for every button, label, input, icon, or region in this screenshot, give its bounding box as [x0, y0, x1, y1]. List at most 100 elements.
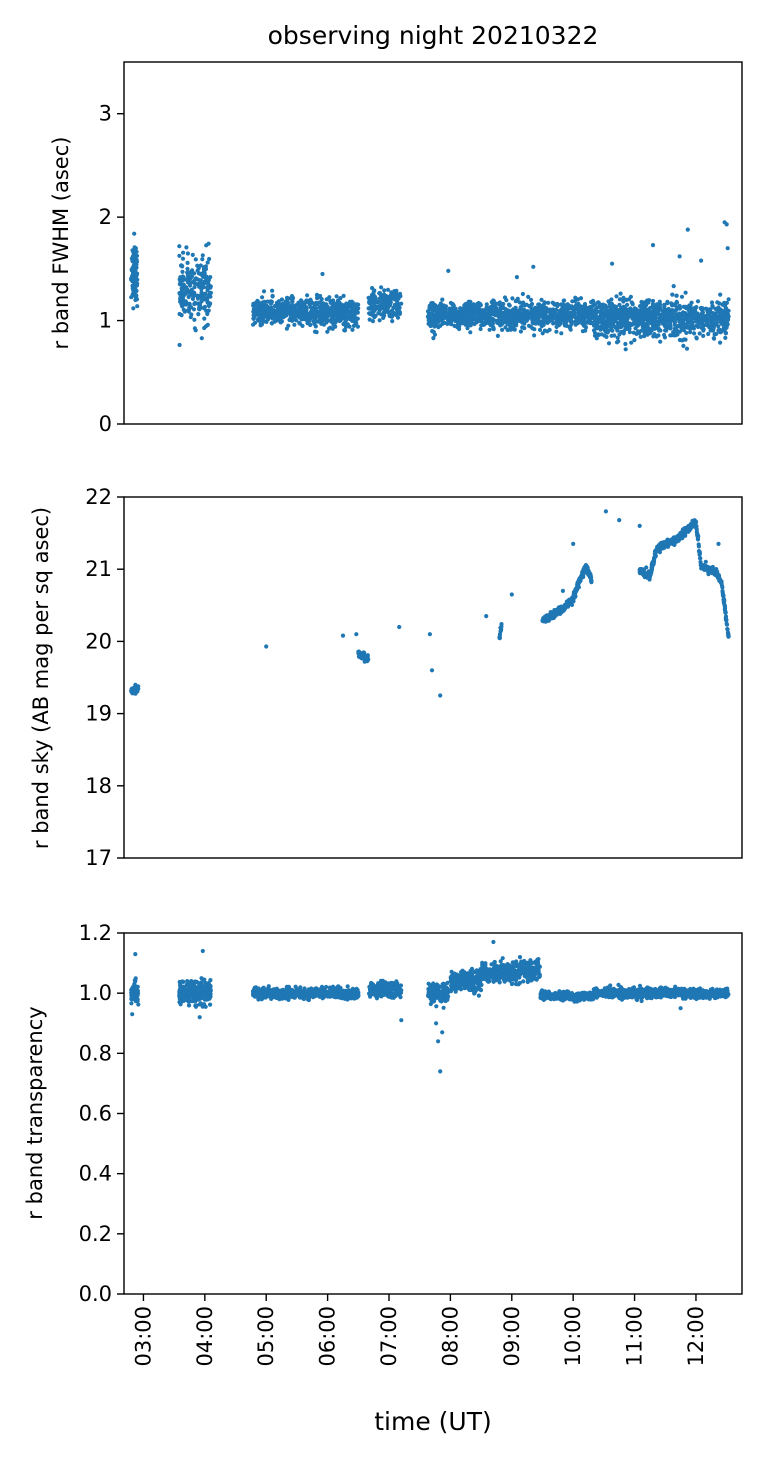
outlier-point — [531, 264, 536, 269]
data-point — [569, 602, 575, 608]
data-point — [134, 259, 140, 264]
data-point — [266, 984, 271, 989]
data-point — [466, 323, 471, 328]
data-point — [259, 322, 264, 327]
data-point — [640, 311, 645, 316]
data-point — [308, 310, 313, 315]
data-point — [270, 992, 275, 997]
data-point — [200, 253, 205, 258]
data-point — [328, 300, 333, 305]
data-point — [187, 289, 193, 294]
data-point — [265, 299, 270, 304]
data-point — [569, 321, 574, 326]
data-point — [330, 311, 335, 316]
data-point — [202, 279, 207, 284]
data-point — [625, 320, 630, 325]
data-point — [284, 986, 289, 991]
data-point — [341, 322, 346, 327]
data-point — [369, 296, 375, 301]
data-point — [508, 323, 513, 328]
data-point — [484, 305, 489, 310]
outlier-point — [509, 592, 514, 597]
data-point — [480, 313, 485, 318]
data-point — [510, 296, 515, 301]
data-point — [473, 308, 478, 313]
data-point — [442, 307, 447, 312]
data-point — [185, 287, 190, 292]
data-point — [612, 333, 617, 338]
data-point — [609, 326, 614, 331]
data-point — [619, 324, 625, 329]
data-point — [699, 564, 705, 569]
data-point — [134, 985, 140, 990]
data-point — [180, 256, 186, 261]
data-point — [623, 341, 628, 347]
data-point — [297, 320, 302, 325]
data-point — [321, 311, 326, 316]
data-point — [329, 993, 335, 998]
data-point — [193, 328, 198, 333]
data-point — [437, 316, 442, 322]
data-point — [580, 329, 586, 334]
data-point — [623, 327, 628, 332]
data-point — [695, 533, 700, 538]
data-point — [529, 301, 535, 307]
data-point — [495, 333, 500, 338]
data-point — [181, 991, 186, 996]
data-point — [679, 319, 684, 324]
data-point — [680, 530, 685, 536]
data-point — [135, 990, 140, 995]
data-point — [382, 288, 387, 293]
data-point — [388, 300, 393, 306]
data-point — [573, 586, 579, 592]
data-point — [657, 328, 662, 333]
data-point — [669, 301, 674, 306]
data-point — [662, 540, 668, 545]
data-point — [346, 314, 351, 319]
data-point — [178, 986, 183, 991]
data-point — [488, 323, 493, 328]
data-point — [554, 324, 559, 329]
data-point — [607, 304, 612, 309]
data-point — [185, 251, 190, 256]
data-point — [576, 311, 581, 316]
data-point — [563, 303, 568, 308]
data-point — [328, 325, 333, 330]
data-point — [270, 288, 275, 293]
data-point — [518, 329, 524, 334]
data-point — [569, 316, 574, 321]
data-point — [270, 308, 275, 313]
data-point — [618, 291, 623, 296]
y-tick-label: 0 — [99, 412, 112, 436]
data-point — [609, 318, 615, 323]
data-point — [291, 308, 296, 313]
data-point — [604, 323, 610, 328]
data-point — [535, 314, 540, 319]
data-point — [682, 337, 687, 342]
data-point — [689, 300, 694, 305]
data-point — [573, 298, 578, 304]
data-point — [197, 307, 202, 312]
data-point — [205, 260, 210, 265]
data-point — [498, 310, 504, 315]
data-point — [563, 323, 568, 328]
data-point — [185, 979, 190, 984]
data-point — [185, 280, 191, 285]
data-point — [289, 303, 294, 308]
data-point — [632, 317, 638, 322]
data-point — [690, 308, 695, 313]
data-point — [275, 995, 281, 1000]
data-point — [477, 303, 482, 308]
data-point — [451, 309, 456, 314]
data-point — [724, 622, 730, 627]
data-point — [130, 248, 135, 253]
data-point — [371, 309, 376, 315]
data-point — [642, 334, 647, 339]
data-point — [389, 308, 395, 313]
data-point — [526, 294, 531, 299]
data-point — [324, 308, 329, 313]
data-point — [190, 280, 195, 285]
data-point — [133, 277, 138, 282]
data-point — [321, 322, 327, 327]
